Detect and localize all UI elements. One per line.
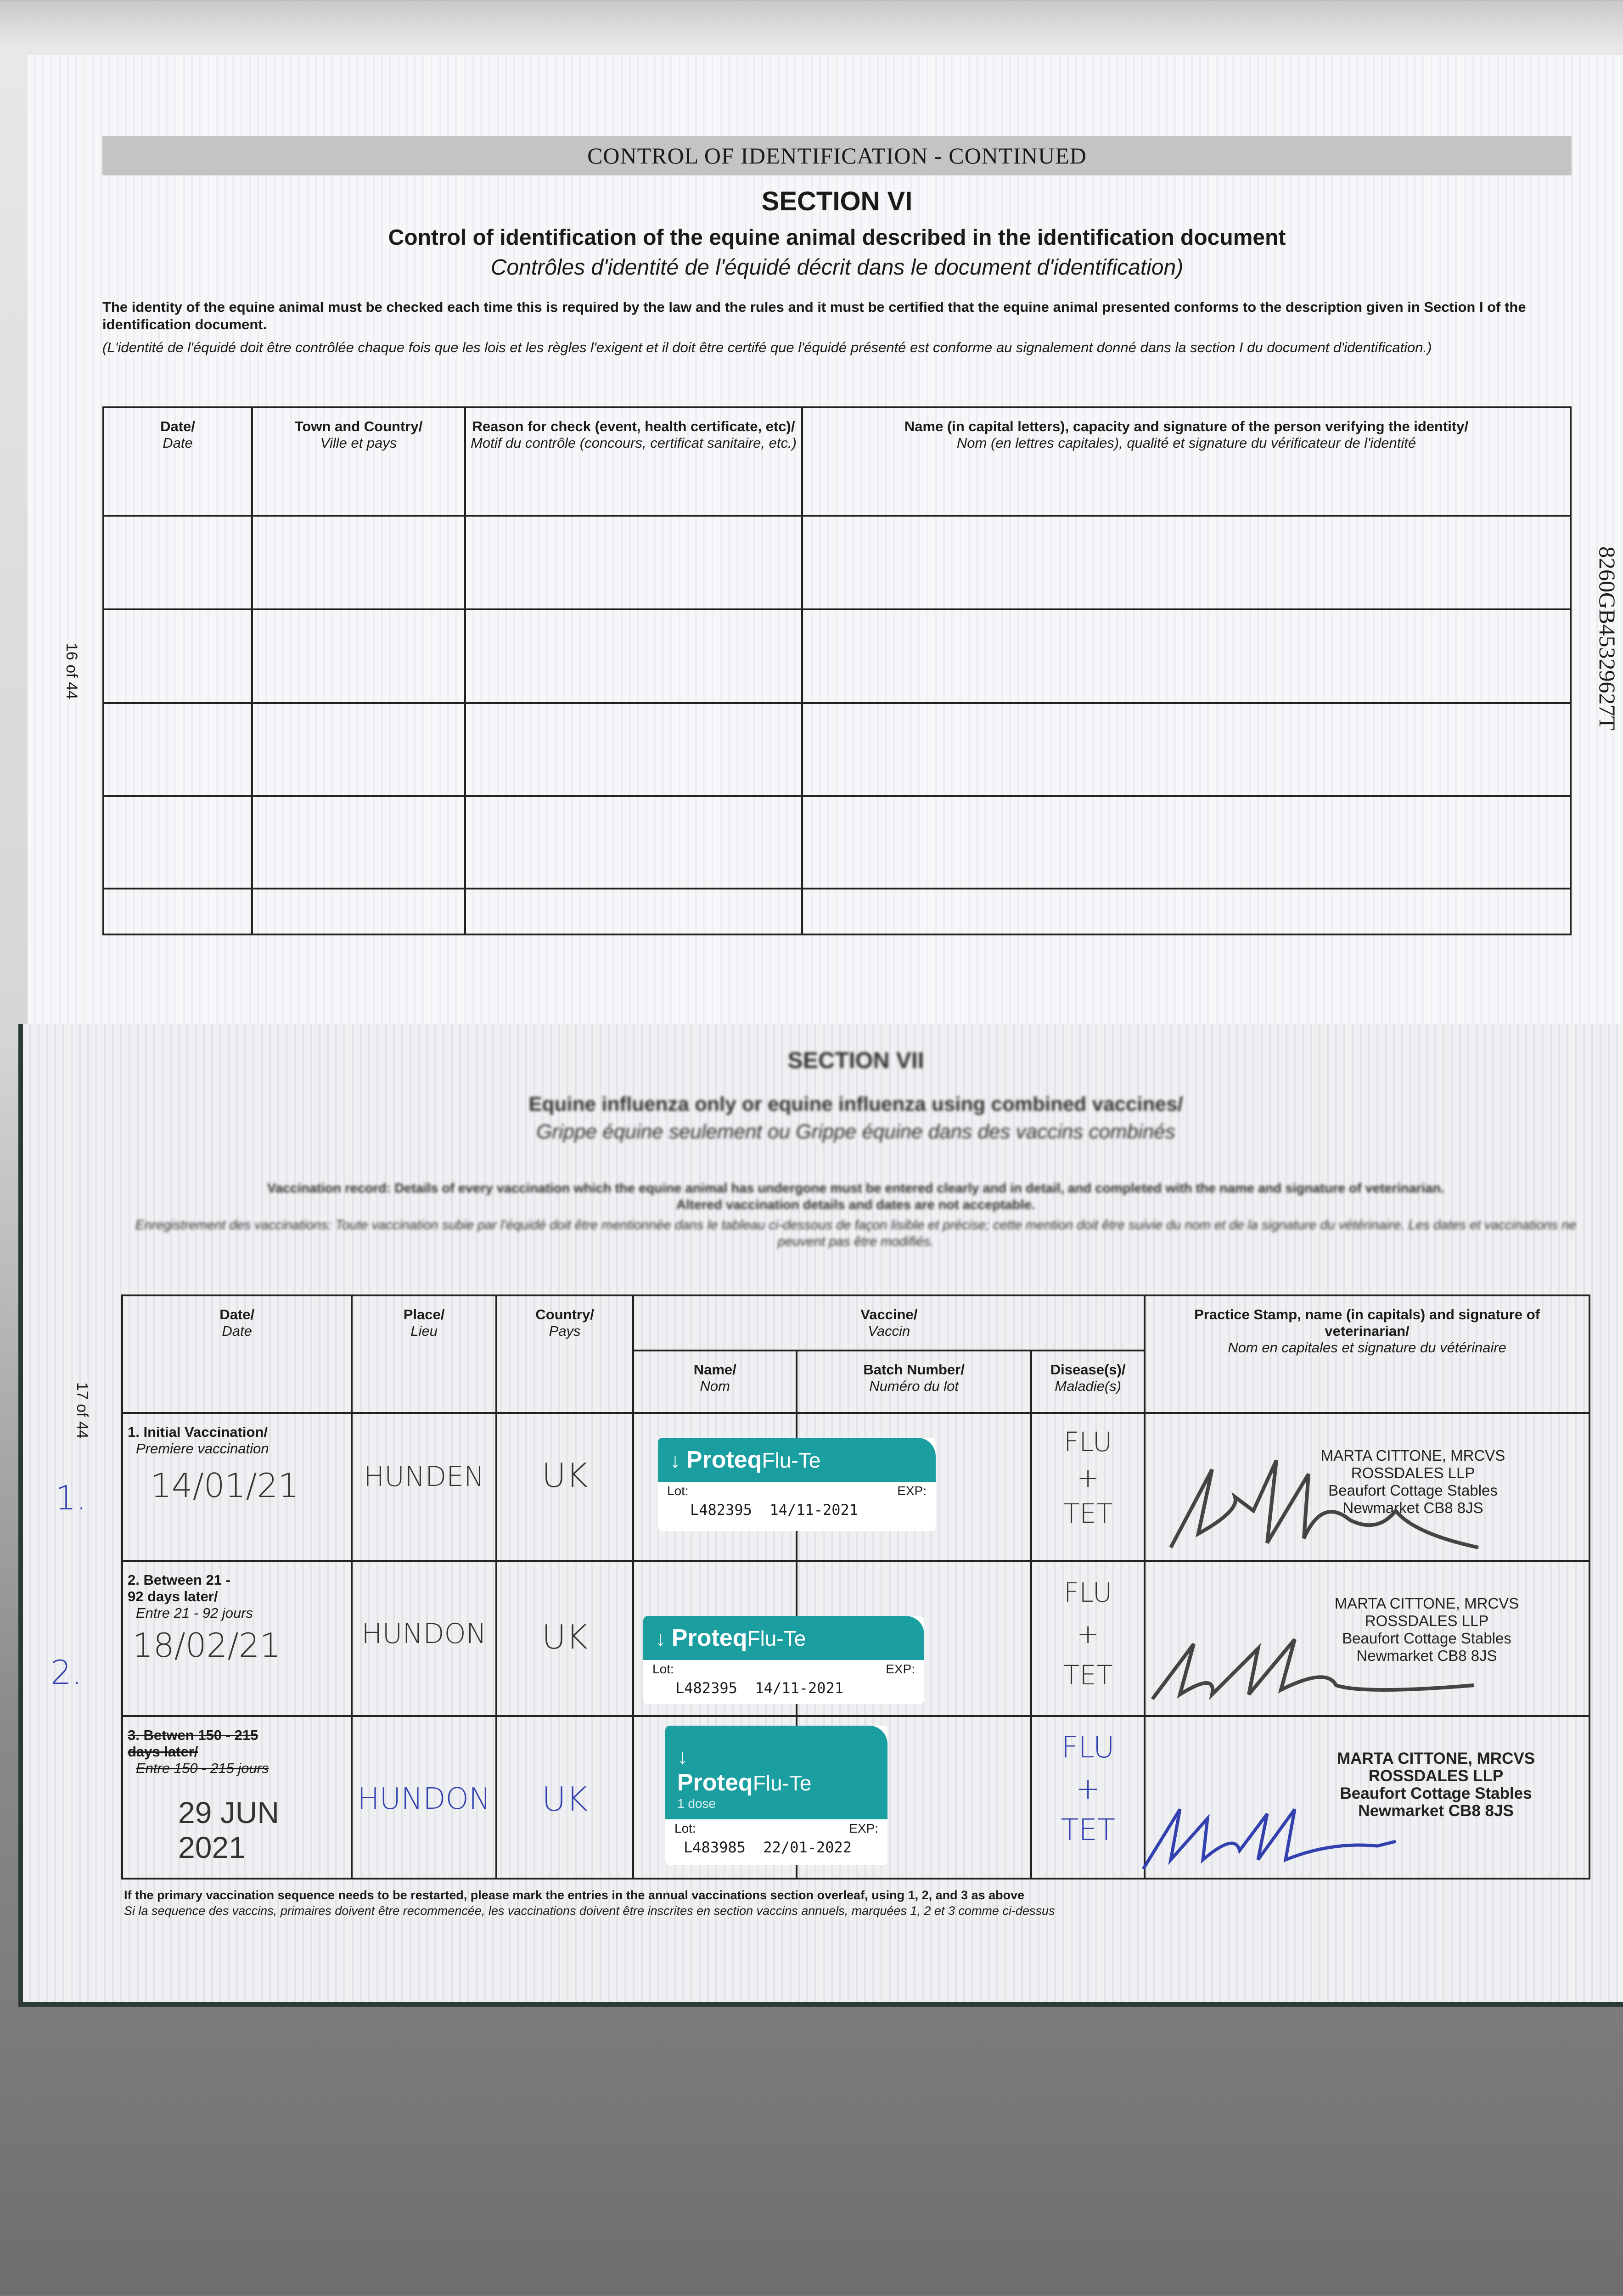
section-vii-heading: SECTION VII	[787, 1047, 924, 1073]
arrow-icon: ↓	[670, 1448, 680, 1472]
lot-number: L483985	[684, 1839, 746, 1856]
intro-fr: (L'identité de l'équidé doit être contrô…	[102, 339, 1432, 355]
footnote-en: If the primary vaccination sequence need…	[124, 1888, 1025, 1902]
page-number-17: 17 of 44	[73, 1382, 91, 1439]
page-number-16: 16 of 44	[63, 643, 80, 699]
disease: FLU + TET	[1061, 1731, 1115, 1847]
expiry: 14/11-2021	[769, 1501, 859, 1519]
table-row	[102, 888, 1572, 935]
col-place: Place/Lieu	[351, 1294, 497, 1414]
title-fr: Contrôles d'identité de l'équidé décrit …	[490, 255, 1184, 280]
col-disease: Disease(s)/Maladie(s)	[1030, 1350, 1146, 1414]
vaccine-sticker-3: ↓ ProteqFlu-Te 1 dose Lot: EXP: L483985 22/…	[665, 1726, 887, 1865]
col-date: Date/Date	[121, 1294, 353, 1414]
place: HUNDON	[357, 1782, 491, 1816]
intro-fr: Enregistrement des vaccinations: Toute v…	[135, 1218, 1577, 1249]
col-verifier: Name (in capital letters), capacity and …	[801, 406, 1572, 517]
footnote-fr: Si la sequence des vaccins, primaires do…	[124, 1904, 1055, 1918]
side-passport-code: 8260GB45329627T	[1595, 546, 1620, 730]
section-vi-heading: SECTION VI	[761, 186, 913, 216]
col-town: Town and Country/Ville et pays	[251, 406, 466, 517]
intro-en: The identity of the equine animal must b…	[102, 299, 1526, 332]
practice-stamp: MARTA CITTONE, MRCVS ROSSDALES LLP Beaufor…	[1334, 1595, 1519, 1664]
veterinarian-signature-3	[1142, 1808, 1396, 1870]
place: HUNDEN	[364, 1461, 484, 1493]
vaccine-sticker-1: ↓ ProteqFlu-Te Lot: EXP: L482395 14/11-20…	[658, 1438, 936, 1531]
table-row	[102, 795, 1572, 889]
vaccine-sticker-2: ↓ ProteqFlu-Te Lot: EXP: L482395 14/11-20…	[643, 1616, 924, 1704]
table-row	[102, 515, 1572, 610]
col-vaccine: Vaccine/Vaccin	[632, 1294, 1146, 1351]
veterinarian-signature-1	[1169, 1459, 1479, 1549]
vaccination-date: 18/02/21	[132, 1626, 281, 1665]
identity-check-table: Date/Date Town and Country/Ville et pays…	[102, 406, 1572, 935]
expiry: 22/01-2022	[763, 1839, 852, 1856]
expiry: 14/11-2021	[755, 1679, 844, 1697]
place: HUNDON	[361, 1618, 487, 1650]
country: UK	[542, 1456, 588, 1495]
col-date: Date/Date	[102, 406, 253, 517]
veterinarian-signature-2	[1151, 1638, 1474, 1700]
title-en: Equine influenza only or equine influenz…	[528, 1093, 1183, 1115]
vaccination-date: 14/01/21	[151, 1466, 299, 1505]
col-vet: Practice Stamp, name (in capitals) and s…	[1144, 1294, 1590, 1414]
table-row	[102, 608, 1572, 704]
intro-en: Vaccination record: Details of every vac…	[267, 1181, 1444, 1212]
col-vaccine-name: Name/Nom	[632, 1350, 798, 1414]
margin-mark-2: 2.	[51, 1653, 82, 1692]
lot-number: L482395	[675, 1679, 737, 1697]
practice-stamp: MARTA CITTONE, MRCVS ROSSDALES LLP Beaufor…	[1337, 1750, 1535, 1820]
col-reason: Reason for check (event, health certific…	[464, 406, 803, 517]
arrow-icon: ↓	[655, 1626, 666, 1650]
country: UK	[542, 1780, 588, 1818]
lot-number: L482395	[690, 1501, 752, 1519]
practice-stamp: MARTA CITTONE, MRCVS ROSSDALES LLP Beaufor…	[1320, 1447, 1505, 1516]
country: UK	[542, 1618, 588, 1656]
col-country: Country/Pays	[495, 1294, 635, 1414]
disease: FLU + TET	[1063, 1426, 1113, 1529]
title-fr: Grippe équine seulement ou Grippe équine…	[536, 1120, 1175, 1143]
arrow-icon: ↓	[677, 1745, 688, 1768]
vaccination-date-stamp: 29 JUN 2021	[178, 1795, 280, 1864]
table-row	[102, 702, 1572, 797]
col-batch: Batch Number/Numéro du lot	[796, 1350, 1033, 1414]
title-en: Control of identification of the equine …	[388, 225, 1286, 250]
section-band-title: CONTROL OF IDENTIFICATION - CONTINUED	[102, 136, 1572, 175]
margin-mark-1: 1.	[55, 1479, 87, 1517]
disease: FLU + TET	[1063, 1577, 1113, 1691]
